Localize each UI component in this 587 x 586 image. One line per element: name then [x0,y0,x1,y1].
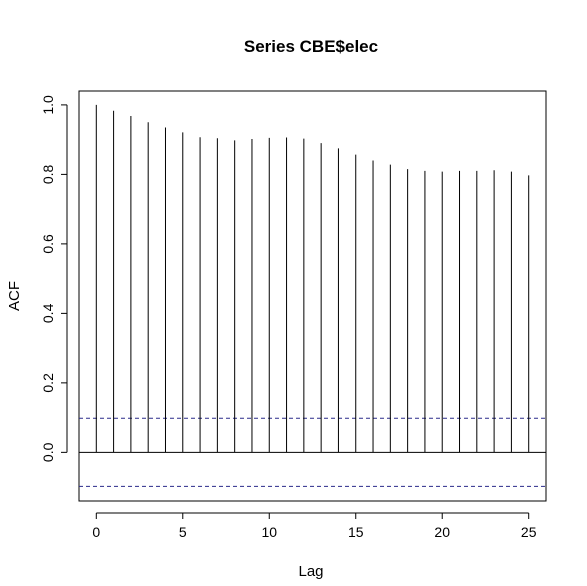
x-tick-label: 10 [261,524,277,540]
y-tick-label: 1.0 [40,95,56,115]
x-tick-label: 20 [434,524,450,540]
y-tick-label: 0.0 [40,442,56,462]
y-tick-label: 0.8 [40,164,56,184]
y-tick-label: 0.4 [40,303,56,323]
y-tick-label: 0.6 [40,234,56,254]
x-tick-label: 25 [521,524,537,540]
y-tick-label: 0.2 [40,373,56,393]
x-tick-label: 0 [92,524,100,540]
confidence-lines [79,417,546,487]
x-axis-label: Lag [298,563,323,580]
x-tick-label: 5 [179,524,187,540]
y-axis-label: ACF [6,281,23,311]
chart-title: Series CBE$elec [244,37,378,56]
y-axis: 0.0 0.2 0.4 0.6 0.8 1.0 [40,95,68,462]
x-tick-label: 15 [348,524,364,540]
plot-frame [78,90,547,502]
x-axis: 0 5 10 15 20 25 [92,512,537,540]
acf-bars [95,104,530,453]
